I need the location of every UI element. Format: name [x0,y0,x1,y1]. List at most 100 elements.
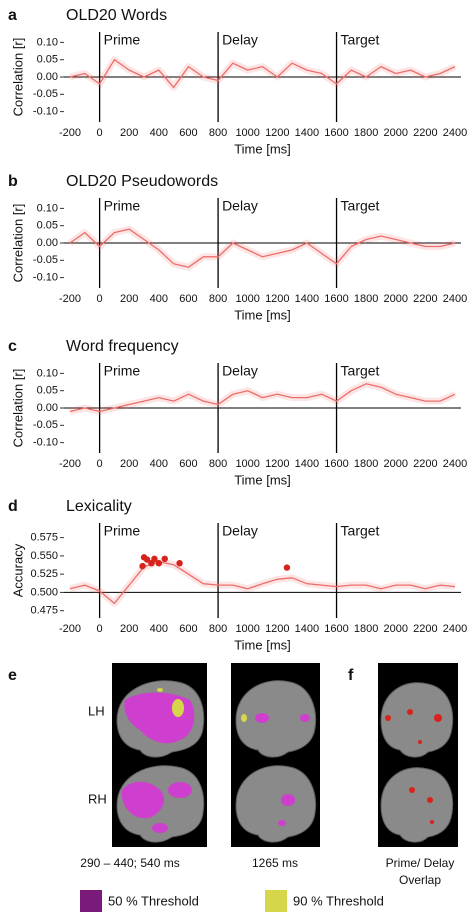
chart-title: Word frequency [66,338,179,355]
x-tick-label: -200 [59,458,81,470]
x-tick-label: 2200 [413,458,437,470]
chart-title: Lexicality [66,498,132,515]
significant-point [155,559,163,567]
x-tick-label: 600 [179,458,197,470]
y-tick-label: 0.550 [30,550,58,562]
y-tick-label: 0.525 [30,568,58,580]
x-tick-label: 600 [179,127,197,139]
overlap [430,820,434,824]
hemisphere-label: LH [88,703,105,718]
x-tick-label: 2000 [384,293,408,305]
overlap [427,797,433,803]
x-tick-label: 2000 [384,458,408,470]
x-tick-label: 1000 [235,293,259,305]
event-label: Prime [104,523,141,539]
x-tick-label: 1600 [324,623,348,635]
brain [235,680,317,758]
event-label: Target [341,198,380,214]
y-tick-label: 0.00 [37,237,58,249]
activation [278,820,286,826]
x-tick-label: 600 [179,623,197,635]
event-label: Target [341,32,380,48]
chart-title: OLD20 Pseudowords [66,173,218,190]
x-tick-label: 600 [179,293,197,305]
caption: 290 – 440; 540 ms [80,856,179,870]
x-tick-label: 1800 [354,293,378,305]
error-band [67,225,456,271]
chart-panel: a OLD20 Words Correlation [r] Time [ms] -0.1… [8,7,467,156]
y-tick-label: 0.10 [37,36,58,48]
legend-label: 50 % Threshold [108,893,199,908]
significant-point [139,562,146,570]
activation [152,823,168,833]
overlap [434,714,442,722]
legend-swatch [80,890,102,912]
x-tick-label: 1800 [354,623,378,635]
hemisphere-label: RH [88,791,107,806]
y-tick-label: 0.10 [37,202,58,214]
x-tick-label: 1400 [295,293,319,305]
line [69,383,456,413]
event-label: Delay [222,32,258,48]
y-tick-label: -0.10 [33,437,58,449]
y-tick-label: 0.00 [37,402,58,414]
x-tick-label: 1200 [265,623,289,635]
x-tick-label: 200 [120,127,138,139]
x-tick-label: 2400 [443,458,467,470]
activation [281,794,295,806]
x-axis-title: Time [ms] [234,307,291,322]
brain [380,767,454,843]
panel-label: c [8,338,17,355]
activation [300,714,310,722]
x-tick-label: 1200 [265,127,289,139]
y-tick-label: 0.05 [37,54,58,66]
y-tick-label: 0.500 [30,586,58,598]
activation [241,714,247,722]
x-tick-label: 2200 [413,623,437,635]
x-tick-label: -200 [59,623,81,635]
panel-label: b [8,173,18,190]
brain [235,765,317,843]
x-tick-label: 0 [97,458,103,470]
x-tick-label: 2200 [413,127,437,139]
legend-swatch [265,890,287,912]
event-label: Prime [104,363,141,379]
significant-point [161,555,168,563]
overlap [418,740,422,744]
y-tick-label: -0.05 [33,419,58,431]
x-tick-label: 400 [150,293,168,305]
y-tick-label: -0.10 [33,272,58,284]
y-tick-label: -0.05 [33,88,58,100]
brain [380,682,454,758]
activation [168,782,192,798]
x-tick-label: 800 [209,623,227,635]
x-tick-label: 400 [150,458,168,470]
x-tick-label: 1600 [324,127,348,139]
x-tick-label: 2400 [443,293,467,305]
event-label: Target [341,523,380,539]
x-tick-label: 1800 [354,127,378,139]
significant-point [283,564,291,571]
x-tick-label: 800 [209,293,227,305]
caption: 1265 ms [252,856,298,870]
event-label: Delay [222,363,258,379]
event-label: Prime [104,32,141,48]
legend-label: 90 % Threshold [293,893,384,908]
y-tick-label: -0.10 [33,106,58,118]
line [69,228,456,268]
x-tick-label: 1600 [324,293,348,305]
chart-title: OLD20 Words [66,7,167,24]
x-tick-label: 1200 [265,458,289,470]
line [69,59,456,89]
event-label: Delay [222,523,258,539]
chart-panel: b OLD20 Pseudowords Correlation [r] Time [m… [8,173,467,322]
x-tick-label: 800 [209,127,227,139]
x-tick-label: 0 [97,127,103,139]
x-tick-label: 1400 [295,623,319,635]
activation [255,713,269,723]
x-axis-title: Time [ms] [234,472,291,487]
activation [157,688,163,692]
error-band [69,558,456,607]
y-axis-title: Correlation [r] [10,38,25,117]
x-tick-label: 200 [120,623,138,635]
